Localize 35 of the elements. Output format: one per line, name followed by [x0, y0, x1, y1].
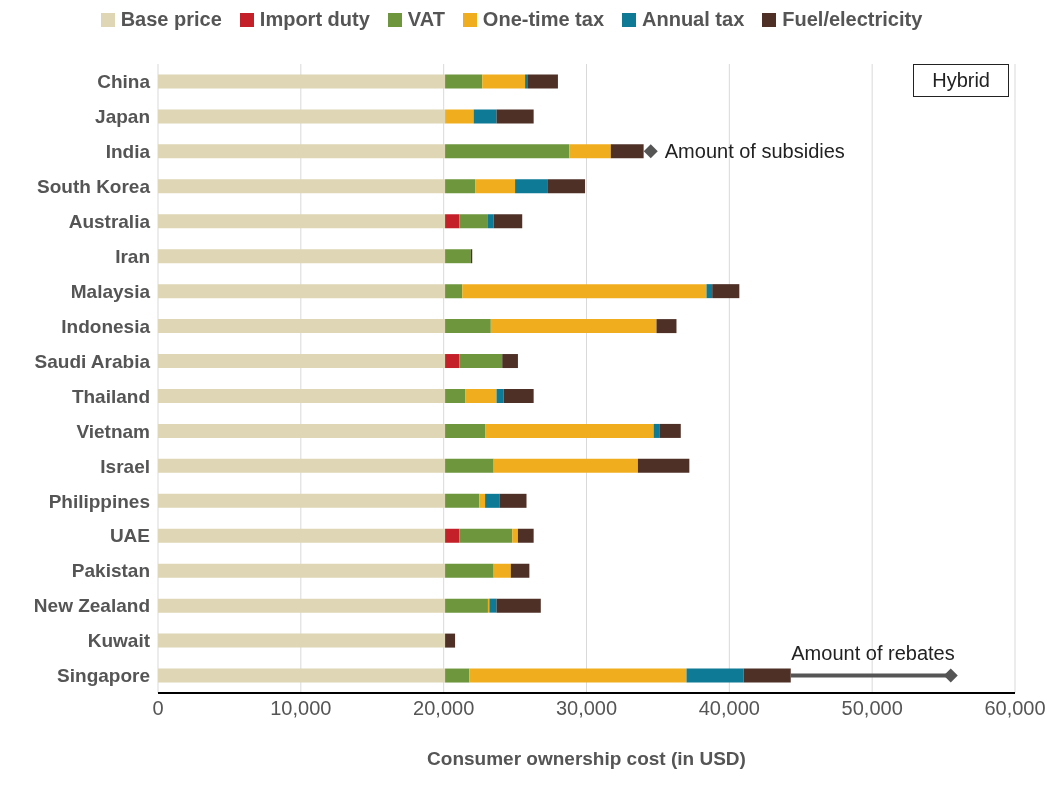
chart-title: Hybrid	[913, 64, 1009, 97]
y-tick-label: Malaysia	[70, 280, 151, 302]
y-tick-label: Australia	[68, 210, 151, 232]
x-tick-label: 0	[152, 697, 164, 720]
x-tick-label: 60,000	[984, 697, 1046, 720]
legend-label: Annual tax	[642, 8, 745, 31]
y-tick-label: Saudi Arabia	[34, 350, 151, 372]
y-tick-label: Japan	[95, 106, 150, 128]
y-tick-label: Thailand	[71, 385, 150, 407]
annotation: Amount of subsidies	[664, 140, 845, 163]
x-tick-label: 20,000	[413, 697, 475, 720]
y-tick-label: Philippines	[48, 490, 150, 512]
y-tick-label: China	[97, 71, 151, 93]
y-tick-label: South Korea	[37, 176, 151, 198]
x-tick-label: 30,000	[555, 697, 618, 720]
y-tick-label: UAE	[109, 525, 150, 547]
y-tick-label: Kuwait	[87, 630, 151, 652]
legend-label: VAT	[407, 8, 445, 31]
legend-label: Fuel/electricity	[782, 8, 923, 31]
y-tick-label: Iran	[115, 245, 150, 267]
legend-label: Base price	[120, 8, 222, 31]
y-tick-label: Indonesia	[61, 315, 151, 337]
legend-label: One-time tax	[482, 8, 605, 31]
y-tick-label: India	[105, 141, 151, 163]
legend-label: Import duty	[259, 8, 370, 31]
y-tick-label: Vietnam	[76, 420, 150, 442]
y-tick-label: Israel	[100, 455, 150, 477]
y-tick-label: Pakistan	[71, 560, 150, 582]
x-tick-label: 50,000	[841, 697, 903, 720]
y-tick-label: Singapore	[57, 665, 150, 687]
x-axis-title: Consumer ownership cost (in USD)	[427, 748, 746, 769]
y-tick-label: New Zealand	[33, 595, 150, 617]
annotation: Amount of rebates	[791, 641, 955, 664]
x-tick-label: 10,000	[270, 697, 332, 720]
x-tick-label: 40,000	[698, 697, 760, 720]
